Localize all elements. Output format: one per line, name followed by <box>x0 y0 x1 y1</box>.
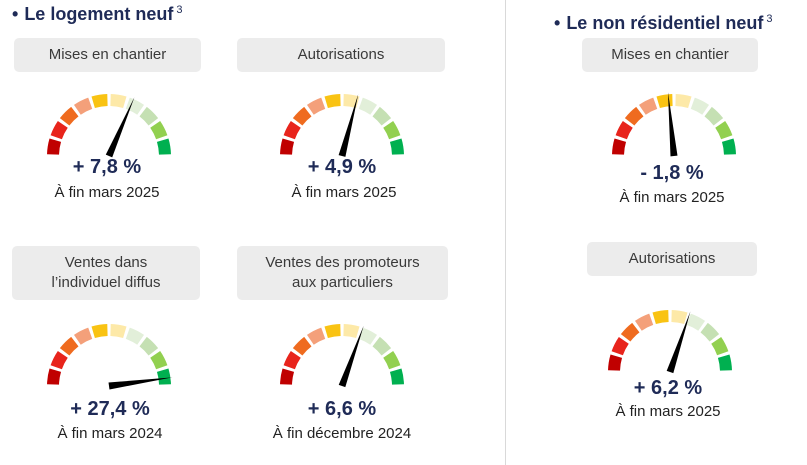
gauge-segment <box>280 138 295 155</box>
gauge-segment <box>372 106 392 126</box>
gauge-segment <box>125 327 145 345</box>
gauge-segment <box>372 336 392 356</box>
gauge-segment <box>343 324 360 339</box>
gauge-segment <box>634 313 654 331</box>
section-title-text: Le non résidentiel neuf <box>566 13 764 33</box>
gauge-value: + 4,9 % <box>307 156 377 178</box>
gauge-segment <box>686 313 706 331</box>
gauge-segment <box>110 94 127 109</box>
gauge-segment <box>671 310 688 325</box>
gauge-segment <box>139 106 159 126</box>
gauge-segment <box>73 97 93 115</box>
gauge-segment <box>125 97 145 115</box>
gauge-segment <box>324 324 341 339</box>
gauge-label: Ventes dans l’individuel diffus <box>12 246 200 300</box>
gauge-segment <box>47 138 62 155</box>
gauge-value: + 6,2 % <box>633 377 703 399</box>
gauge-needle <box>105 97 135 158</box>
gauge-label: Autorisations <box>237 38 445 72</box>
footnote-ref: 3 <box>176 4 183 16</box>
gauge-needle <box>667 92 678 157</box>
gauge-label: Autorisations <box>587 242 757 276</box>
gauge-segment <box>156 368 171 385</box>
gauge-segment <box>715 120 733 140</box>
gauge-segment <box>156 138 171 155</box>
gauge-segment <box>283 120 301 140</box>
gauge-segment <box>343 94 360 109</box>
gauge-segment <box>389 368 404 385</box>
gauge-segment <box>652 310 669 325</box>
gauge-segment <box>690 97 710 115</box>
gauge-date: À fin mars 2025 <box>291 184 397 201</box>
gauge-dial <box>280 94 404 157</box>
gauge-segment <box>283 350 301 370</box>
gauge-label: Ventes des promoteurs aux particuliers <box>237 246 448 300</box>
gauge-dial <box>47 94 171 158</box>
gauge-segment <box>608 354 623 371</box>
gauge-segment <box>612 138 627 155</box>
gauge-dial <box>47 324 173 390</box>
gauge-segment <box>611 336 629 356</box>
gauge-segment <box>358 97 378 115</box>
gauge-value: + 27,4 % <box>70 398 150 420</box>
gauge-segment <box>389 138 404 155</box>
gauge-segment <box>73 327 93 345</box>
gauge-dial <box>608 310 732 374</box>
gauge-segment <box>59 336 79 356</box>
bullet: • <box>12 4 19 24</box>
gauge-segment <box>150 120 168 140</box>
gauge-segment <box>615 120 633 140</box>
gauge-segment <box>91 94 108 109</box>
gauge-segment <box>47 368 62 385</box>
section-divider <box>505 0 506 465</box>
gauge-segment <box>50 350 68 370</box>
gauge-segment <box>700 322 720 342</box>
bullet: • <box>554 13 561 33</box>
gauge-segment <box>59 106 79 126</box>
gauge-segment <box>91 324 108 339</box>
gauge-date: À fin mars 2024 <box>57 425 163 442</box>
gauge-value: - 1,8 % <box>640 162 704 184</box>
gauge-segment <box>50 120 68 140</box>
gauge-segment <box>675 94 692 109</box>
gauge-segment <box>306 97 326 115</box>
gauge-segment <box>292 336 312 356</box>
gauge-date: À fin mars 2025 <box>615 403 721 420</box>
gauge-needle <box>108 377 173 390</box>
gauge-date: À fin décembre 2024 <box>272 425 412 442</box>
gauge-needle <box>338 325 364 388</box>
gauge-needle <box>338 94 359 157</box>
gauge-segment <box>358 327 378 345</box>
gauge-segment <box>624 106 644 126</box>
gauge-segment <box>306 327 326 345</box>
section-title-text: Le logement neuf <box>24 4 174 24</box>
gauge-segment <box>721 138 736 155</box>
gauge-segment <box>711 336 729 356</box>
gauge-needle <box>666 311 691 374</box>
gauge-segment <box>324 94 341 109</box>
gauge-segment <box>280 368 295 385</box>
gauge-dial <box>612 92 736 157</box>
gauge-segment <box>383 350 401 370</box>
gauge-date: À fin mars 2025 <box>619 189 725 206</box>
gauge-segment <box>150 350 168 370</box>
gauge-value: + 7,8 % <box>72 156 142 178</box>
footnote-ref: 3 <box>766 13 773 25</box>
gauge-segment <box>620 322 640 342</box>
gauge-segment <box>139 336 159 356</box>
gauge-segment <box>704 106 724 126</box>
gauge-segment <box>383 120 401 140</box>
gauge-label: Mises en chantier <box>14 38 201 72</box>
gauge-value: + 6,6 % <box>307 398 377 420</box>
gauge-dial <box>280 324 404 388</box>
gauge-segment <box>638 97 658 115</box>
gauge-segment <box>292 106 312 126</box>
gauge-date: À fin mars 2025 <box>54 184 160 201</box>
section-title-logement: • Le logement neuf 3 <box>12 4 182 25</box>
gauge-segment <box>110 324 127 339</box>
gauge-segment <box>717 354 732 371</box>
gauge-label: Mises en chantier <box>582 38 758 72</box>
gauge-segment <box>656 94 673 109</box>
section-title-non-residentiel: • Le non résidentiel neuf 3 <box>554 13 772 34</box>
